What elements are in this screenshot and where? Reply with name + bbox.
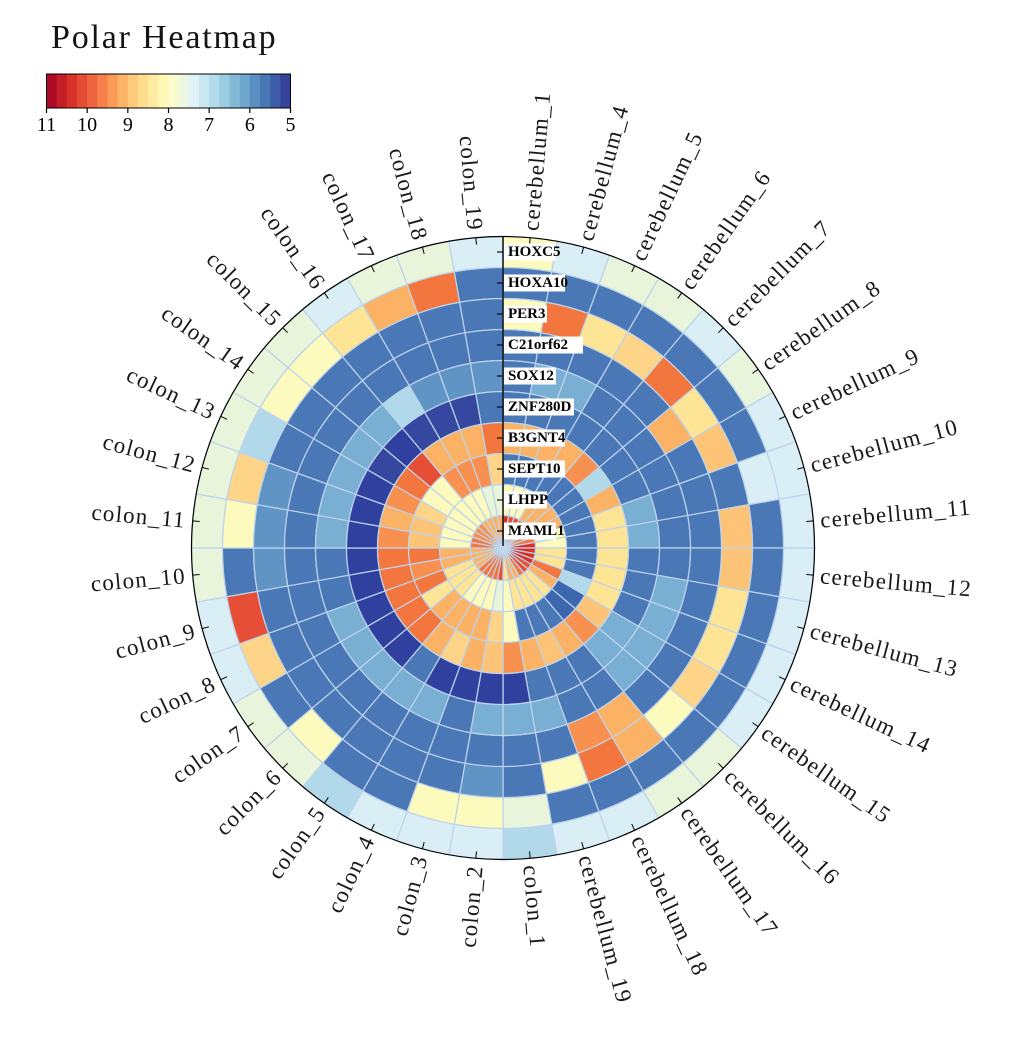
svg-text:HOXA10: HOXA10 — [508, 275, 568, 291]
svg-text:9: 9 — [123, 114, 133, 136]
svg-text:B3GNT4: B3GNT4 — [508, 430, 566, 446]
svg-text:C21orf62: C21orf62 — [508, 337, 568, 353]
svg-text:ZNF280D: ZNF280D — [508, 399, 572, 415]
svg-text:5: 5 — [286, 114, 296, 136]
svg-text:11: 11 — [37, 114, 56, 136]
svg-text:PER3: PER3 — [508, 306, 546, 322]
svg-text:6: 6 — [245, 114, 255, 136]
svg-text:10: 10 — [77, 114, 97, 136]
svg-text:MAML1: MAML1 — [508, 523, 565, 539]
svg-text:HOXC5: HOXC5 — [508, 244, 561, 260]
svg-text:Polar Heatmap: Polar Heatmap — [51, 19, 277, 56]
svg-text:SOX12: SOX12 — [508, 368, 554, 384]
svg-text:SEPT10: SEPT10 — [508, 461, 561, 477]
svg-text:8: 8 — [164, 114, 174, 136]
svg-text:LHPP: LHPP — [508, 492, 548, 508]
svg-text:7: 7 — [204, 114, 214, 136]
